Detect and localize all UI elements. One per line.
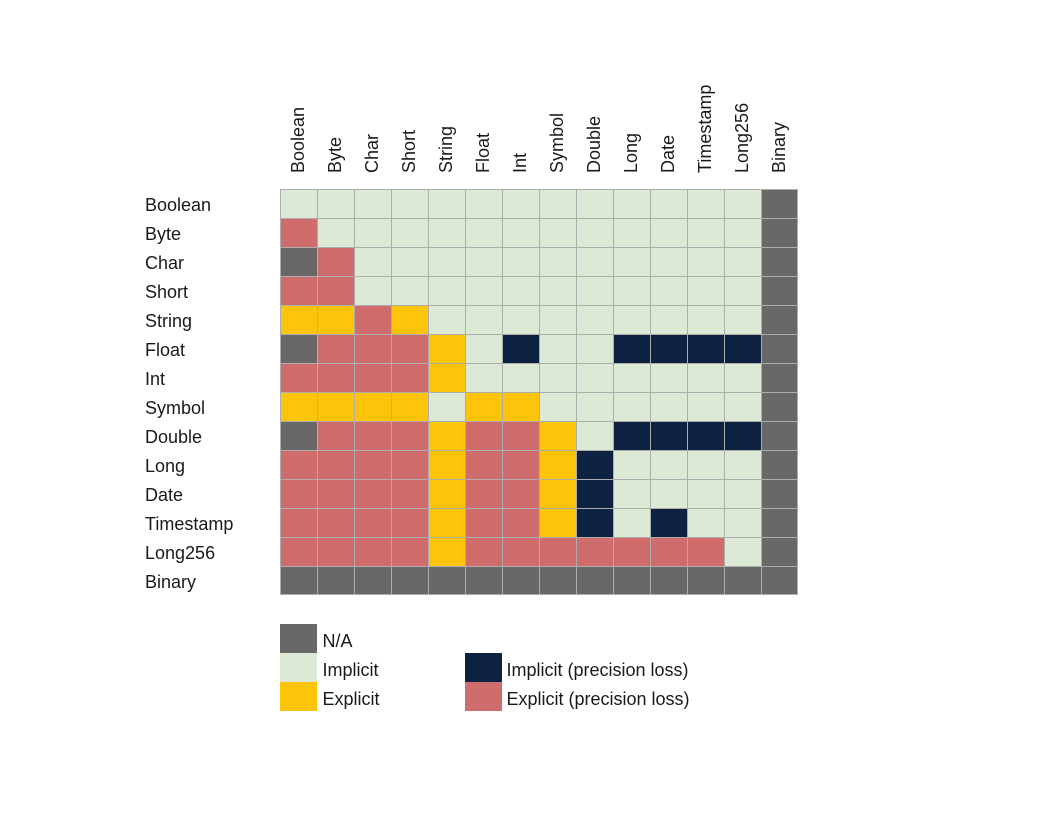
svg-text:Byte: Byte [325, 137, 345, 173]
svg-text:Explicit: Explicit [323, 689, 380, 709]
svg-text:Boolean: Boolean [145, 195, 211, 215]
svg-text:Date: Date [145, 485, 183, 505]
svg-text:Binary: Binary [145, 572, 196, 592]
svg-text:Long256: Long256 [145, 543, 215, 563]
svg-text:Boolean: Boolean [288, 107, 308, 173]
svg-text:Char: Char [145, 253, 184, 273]
svg-text:Implicit (precision loss): Implicit (precision loss) [507, 660, 689, 680]
svg-text:Float: Float [145, 340, 185, 360]
svg-text:Implicit: Implicit [323, 660, 379, 680]
svg-text:Timestamp: Timestamp [695, 85, 715, 173]
svg-text:Byte: Byte [145, 224, 181, 244]
svg-text:String: String [145, 311, 192, 331]
svg-text:Long: Long [621, 133, 641, 173]
svg-text:Long256: Long256 [732, 103, 752, 173]
svg-text:Float: Float [473, 133, 493, 173]
svg-text:Date: Date [658, 135, 678, 173]
svg-text:Double: Double [584, 116, 604, 173]
svg-text:String: String [436, 126, 456, 173]
svg-text:Binary: Binary [769, 122, 789, 173]
svg-text:Explicit (precision loss): Explicit (precision loss) [507, 689, 690, 709]
svg-text:Double: Double [145, 427, 202, 447]
svg-text:Short: Short [145, 282, 188, 302]
svg-text:Symbol: Symbol [547, 113, 567, 173]
svg-text:Int: Int [145, 369, 165, 389]
svg-text:Int: Int [510, 153, 530, 173]
svg-text:Char: Char [362, 134, 382, 173]
svg-text:Short: Short [399, 130, 419, 173]
svg-text:N/A: N/A [323, 631, 353, 651]
svg-text:Timestamp: Timestamp [145, 514, 233, 534]
svg-text:Symbol: Symbol [145, 398, 205, 418]
svg-text:Long: Long [145, 456, 185, 476]
